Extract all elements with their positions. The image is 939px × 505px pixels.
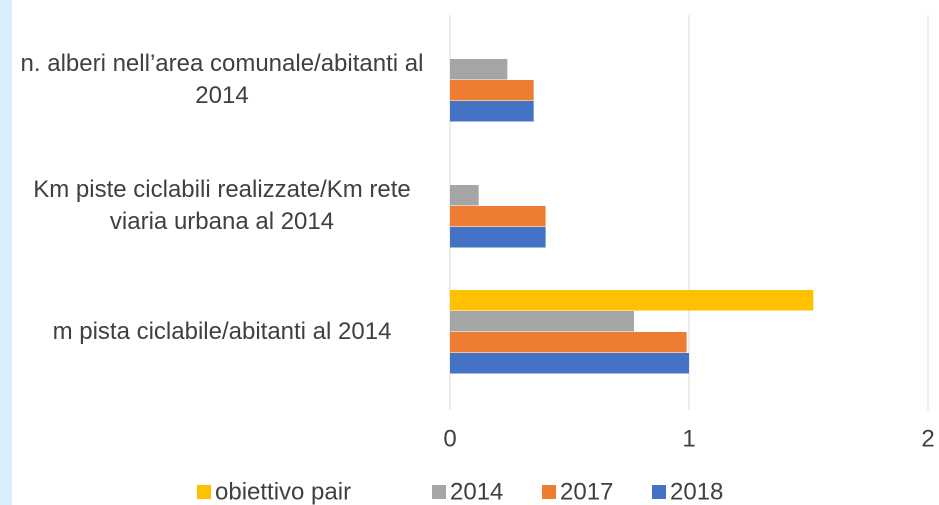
bar (450, 332, 687, 353)
bar (450, 101, 534, 122)
x-tick-label: 0 (443, 425, 456, 452)
bar (450, 80, 534, 101)
category-label: n. alberi nell’area comunale/abitanti al… (20, 50, 424, 109)
bar (450, 206, 546, 227)
x-tick-label: 1 (682, 425, 695, 452)
bar (450, 185, 479, 206)
legend-swatch (432, 485, 446, 499)
side-strip (0, 0, 12, 505)
bar (450, 227, 546, 248)
bar (450, 353, 689, 374)
legend-label: obiettivo pair (215, 478, 351, 505)
bar (450, 290, 814, 311)
legend-label: 2014 (450, 478, 503, 505)
legend-swatch (652, 485, 666, 499)
legend-label: 2018 (670, 478, 723, 505)
bar (450, 311, 635, 332)
category-label: m pista ciclabile/abitanti al 2014 (52, 318, 392, 345)
legend-label: 2017 (560, 478, 613, 505)
legend-swatch (197, 485, 211, 499)
bar (450, 59, 508, 80)
legend-swatch (542, 485, 556, 499)
x-tick-label: 2 (921, 425, 934, 452)
category-label: Km piste ciclabili realizzate/Km rete vi… (33, 176, 411, 235)
